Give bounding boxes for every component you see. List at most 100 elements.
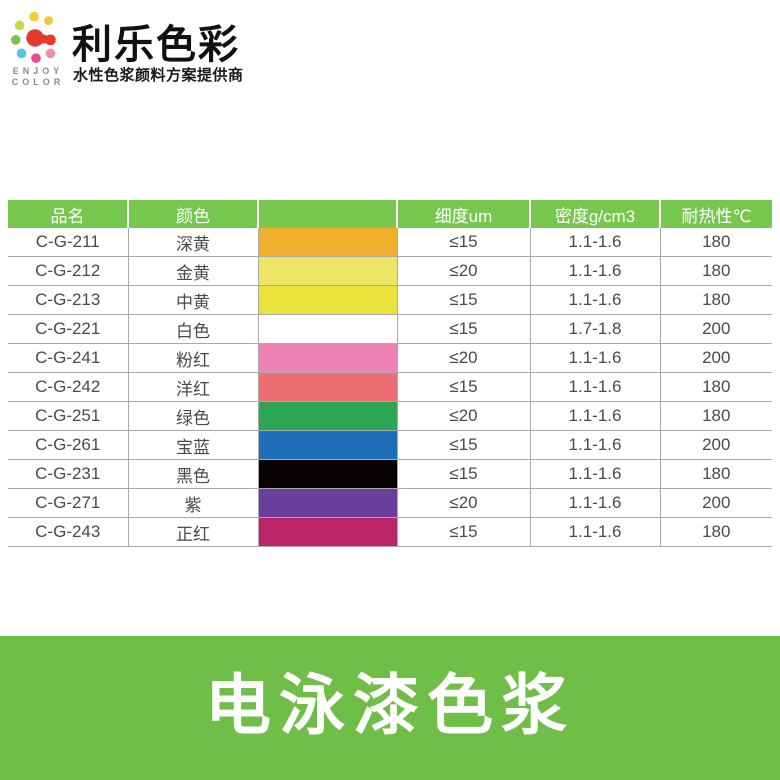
color-name-cell: 绿色 [127,401,258,431]
density-cell: 1.1-1.6 [529,372,660,402]
logo-dot [44,16,53,25]
fineness-cell: ≤20 [396,256,530,286]
color-name-cell: 洋红 [127,372,258,402]
logo-dot [14,20,25,31]
fineness-cell: ≤20 [396,343,530,373]
product-code-cell: C-G-243 [8,517,128,547]
table-row: C-G-271 紫 ≤20 1.1-1.6 200 [8,488,772,518]
density-cell: 1.1-1.6 [529,517,660,547]
fineness-cell: ≤15 [396,372,530,402]
color-name-cell: 宝蓝 [127,430,258,460]
logo-subtitle-line2: COLOR [11,77,65,87]
swatch-cell [257,430,397,460]
product-code-cell: C-G-251 [8,401,128,431]
heat-cell: 200 [659,430,772,460]
fineness-cell: ≤15 [396,459,530,489]
swatch-cell [257,488,397,518]
product-code-cell: C-G-231 [8,459,128,489]
density-cell: 1.1-1.6 [529,228,660,257]
brand-name: 利乐色彩 [72,23,240,67]
heat-cell: 200 [659,314,772,344]
header-color-name: 颜色 [127,200,258,228]
fineness-cell: ≤15 [396,430,530,460]
table-row: C-G-251 绿色 ≤20 1.1-1.6 180 [8,401,772,431]
table-row: C-G-221 白色 ≤15 1.7-1.8 200 [8,314,772,344]
swatch-cell [257,314,397,344]
swatch-cell [257,517,397,547]
header-product-name: 品名 [8,200,128,228]
swatch-cell [257,459,397,489]
logo-dot [31,53,41,64]
product-code-cell: C-G-211 [8,228,128,257]
heat-cell: 180 [659,256,772,286]
table-body: C-G-211 深黄 ≤15 1.1-1.6 180 C-G-212 金黄 ≤2… [8,228,772,547]
product-code-cell: C-G-241 [8,343,128,373]
table-row: C-G-231 黑色 ≤15 1.1-1.6 180 [8,459,772,489]
heat-cell: 180 [659,517,772,547]
fineness-cell: ≤20 [396,488,530,518]
density-cell: 1.1-1.6 [529,401,660,431]
fineness-cell: ≤15 [396,314,530,344]
density-cell: 1.1-1.6 [529,256,660,286]
header-fineness: 细度um [396,200,530,228]
table-row: C-G-261 宝蓝 ≤15 1.1-1.6 200 [8,430,772,460]
fineness-cell: ≤15 [396,517,530,547]
heat-cell: 200 [659,343,772,373]
product-code-cell: C-G-221 [8,314,128,344]
heat-cell: 200 [659,488,772,518]
logo-center-blob [35,32,51,44]
table-row: C-G-213 中黄 ≤15 1.1-1.6 180 [8,285,772,315]
density-cell: 1.1-1.6 [529,459,660,489]
logo: ENJOY COLOR 利乐色彩 水性色浆颜料方案提供商 [8,8,248,88]
color-name-cell: 紫 [127,488,258,518]
logo-subtitle: ENJOY COLOR [8,66,68,88]
color-name-cell: 黑色 [127,459,258,489]
product-code-cell: C-G-261 [8,430,128,460]
logo-dot [29,11,39,22]
banner: 电泳漆色浆 [0,636,780,780]
product-code-cell: C-G-242 [8,372,128,402]
logo-subtitle-line1: ENJOY [12,66,64,76]
heat-cell: 180 [659,459,772,489]
table-row: C-G-211 深黄 ≤15 1.1-1.6 180 [8,228,772,257]
swatch-cell [257,285,397,315]
product-code-cell: C-G-271 [8,488,128,518]
heat-cell: 180 [659,285,772,315]
product-code-cell: C-G-213 [8,285,128,315]
density-cell: 1.7-1.8 [529,314,660,344]
swatch-cell [257,228,397,257]
table-row: C-G-212 金黄 ≤20 1.1-1.6 180 [8,256,772,286]
color-name-cell: 中黄 [127,285,258,315]
logo-dot [16,48,27,59]
fineness-cell: ≤20 [396,401,530,431]
table-row: C-G-241 粉红 ≤20 1.1-1.6 200 [8,343,772,373]
color-name-cell: 粉红 [127,343,258,373]
header-swatch [257,200,397,228]
heat-cell: 180 [659,228,772,257]
fineness-cell: ≤15 [396,228,530,257]
density-cell: 1.1-1.6 [529,430,660,460]
header-heat: 耐热性℃ [659,200,772,228]
density-cell: 1.1-1.6 [529,285,660,315]
swatch-cell [257,256,397,286]
color-name-cell: 金黄 [127,256,258,286]
density-cell: 1.1-1.6 [529,343,660,373]
brand-tagline: 水性色浆颜料方案提供商 [73,66,244,84]
banner-title: 电泳漆色浆 [205,668,575,742]
color-name-cell: 正红 [127,517,258,547]
table-header-row: 品名 颜色 细度um 密度g/cm3 耐热性℃ [8,200,772,228]
swatch-cell [257,372,397,402]
swatch-cell [257,343,397,373]
logo-dot [45,48,56,59]
table-row: C-G-243 正红 ≤15 1.1-1.6 180 [8,517,772,547]
heat-cell: 180 [659,372,772,402]
header-density: 密度g/cm3 [529,200,660,228]
color-name-cell: 深黄 [127,228,258,257]
logo-dot [10,35,21,45]
color-dots-logo-icon [10,11,56,64]
swatch-cell [257,401,397,431]
color-name-cell: 白色 [127,314,258,344]
fineness-cell: ≤15 [396,285,530,315]
product-code-cell: C-G-212 [8,256,128,286]
